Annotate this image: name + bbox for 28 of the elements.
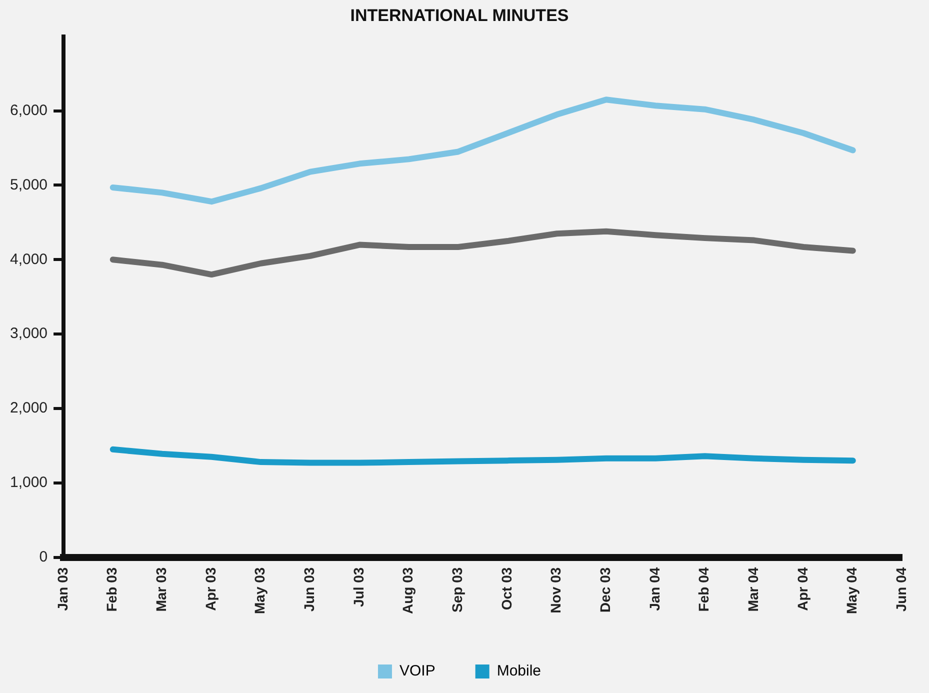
- y-tick-label: 0: [39, 548, 48, 566]
- y-tick-label: 3,000: [10, 325, 48, 342]
- x-tick-label: Jul 03: [350, 567, 366, 608]
- x-tick-label: Oct 03: [498, 567, 514, 610]
- y-tick-label: 4,000: [10, 250, 48, 268]
- x-tick-label: Aug 03: [400, 567, 416, 614]
- x-tick-label: Apr 03: [202, 567, 218, 611]
- x-tick-label: Feb 03: [104, 567, 120, 612]
- x-tick-label: Jan 04: [646, 567, 662, 611]
- legend-label: Mobile: [496, 662, 542, 680]
- x-tick-label: Dec 03: [597, 567, 614, 612]
- x-tick-label: Jun 04: [893, 567, 910, 612]
- x-tick-label: May 03: [252, 567, 268, 614]
- y-tick-label: 2,000: [10, 400, 48, 417]
- x-tick-label: Nov 03: [548, 567, 564, 614]
- y-tick-label: 1,000: [10, 474, 48, 492]
- chart-title: INTERNATIONAL MINUTES: [350, 6, 569, 25]
- x-tick-label: Apr 04: [794, 567, 810, 611]
- x-tick-label: Mar 03: [153, 567, 170, 612]
- y-tick-label: 5,000: [10, 176, 48, 194]
- x-tick-label: Feb 04: [696, 567, 712, 612]
- legend-label: VOIP: [399, 662, 436, 680]
- x-tick-label: Jan 03: [54, 567, 70, 611]
- x-tick-label: Jun 03: [301, 567, 318, 612]
- x-tick-label: May 04: [844, 567, 860, 614]
- x-tick-label: Mar 04: [745, 567, 762, 612]
- y-tick-label: 6,000: [10, 102, 48, 119]
- x-tick-label: Sep 03: [449, 567, 466, 612]
